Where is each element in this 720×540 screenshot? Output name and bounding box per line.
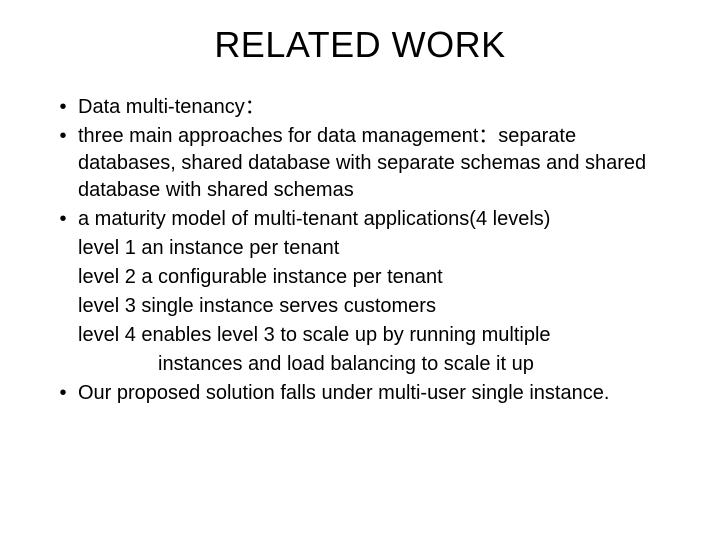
slide-content: • Data multi-tenancy： • three main appro…	[48, 94, 672, 407]
sub-line: level 2 a configurable instance per tena…	[48, 264, 672, 291]
sub-line: level 3 single instance serves customers	[48, 293, 672, 320]
bullet-marker: •	[48, 94, 78, 121]
bullet-item: • Our proposed solution falls under mult…	[48, 380, 672, 407]
bullet-item: • Data multi-tenancy：	[48, 94, 672, 121]
bullet-text: three main approaches for data managemen…	[78, 123, 672, 204]
sub-line: level 1 an instance per tenant	[48, 235, 672, 262]
bullet-item: • three main approaches for data managem…	[48, 123, 672, 204]
sub-line: level 4 enables level 3 to scale up by r…	[48, 322, 672, 349]
slide-title: RELATED WORK	[48, 24, 672, 66]
bullet-marker: •	[48, 380, 78, 407]
bullet-text: a maturity model of multi-tenant applica…	[78, 206, 672, 233]
sub-line-indent: instances and load balancing to scale it…	[48, 351, 672, 378]
bullet-text: Our proposed solution falls under multi-…	[78, 380, 672, 407]
bullet-marker: •	[48, 206, 78, 233]
bullet-marker: •	[48, 123, 78, 204]
bullet-item: • a maturity model of multi-tenant appli…	[48, 206, 672, 233]
bullet-text: Data multi-tenancy：	[78, 94, 672, 121]
